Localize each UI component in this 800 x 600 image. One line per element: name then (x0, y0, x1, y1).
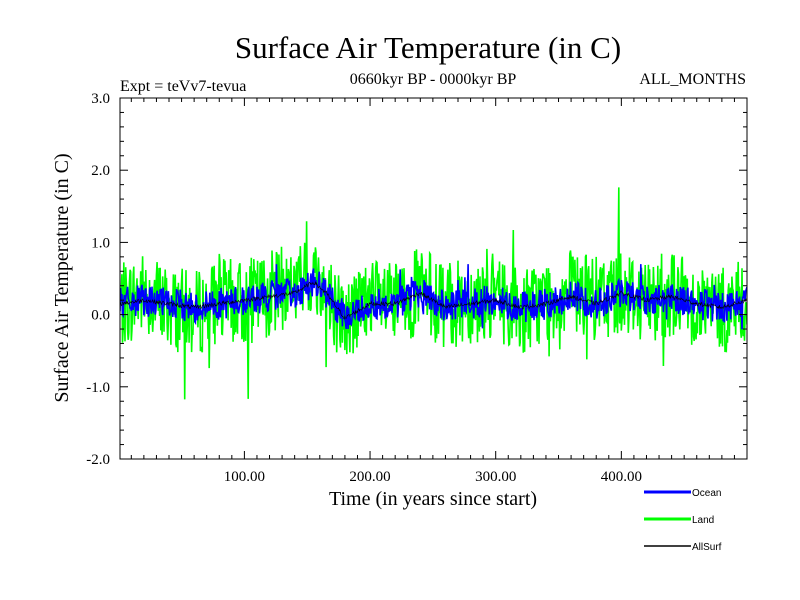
x-tick-label: 300.00 (475, 469, 516, 485)
x-axis-label: Time (in years since start) (329, 488, 537, 510)
y-tick-label: 3.0 (91, 91, 110, 107)
series-line-ocean (120, 264, 747, 330)
subtitle-right: ALL_MONTHS (639, 71, 746, 88)
subtitle-center: 0660kyr BP - 0000kyr BP (350, 71, 517, 88)
x-tick-label: 400.00 (601, 469, 642, 485)
y-tick-label: 1.0 (91, 235, 110, 251)
x-tick-label: 100.00 (224, 469, 265, 485)
y-tick-label: -2.0 (86, 452, 110, 468)
y-tick-label: 2.0 (91, 163, 110, 179)
legend: Ocean Land AllSurf (644, 488, 722, 553)
x-tick-label: 200.00 (349, 469, 390, 485)
y-tick-label: -1.0 (86, 380, 110, 396)
y-tick-label: 0.0 (91, 308, 110, 324)
legend-label-ocean: Ocean (692, 488, 721, 499)
series-line-allsurf (120, 281, 747, 320)
legend-label-land: Land (692, 515, 714, 526)
axes: 100.00 200.00 300.00 400.00 -2.0 -1.0 0.0 1.0 2.… (86, 91, 748, 485)
chart-title: Surface Air Temperature (in C) (235, 30, 621, 65)
legend-label-allsurf: AllSurf (692, 542, 722, 553)
plot-frame (119, 97, 748, 460)
subtitle-left: Expt = teVv7-tevua (120, 78, 246, 95)
plot-series (120, 187, 747, 400)
y-axis-label: Surface Air Temperature (in C) (51, 153, 73, 402)
